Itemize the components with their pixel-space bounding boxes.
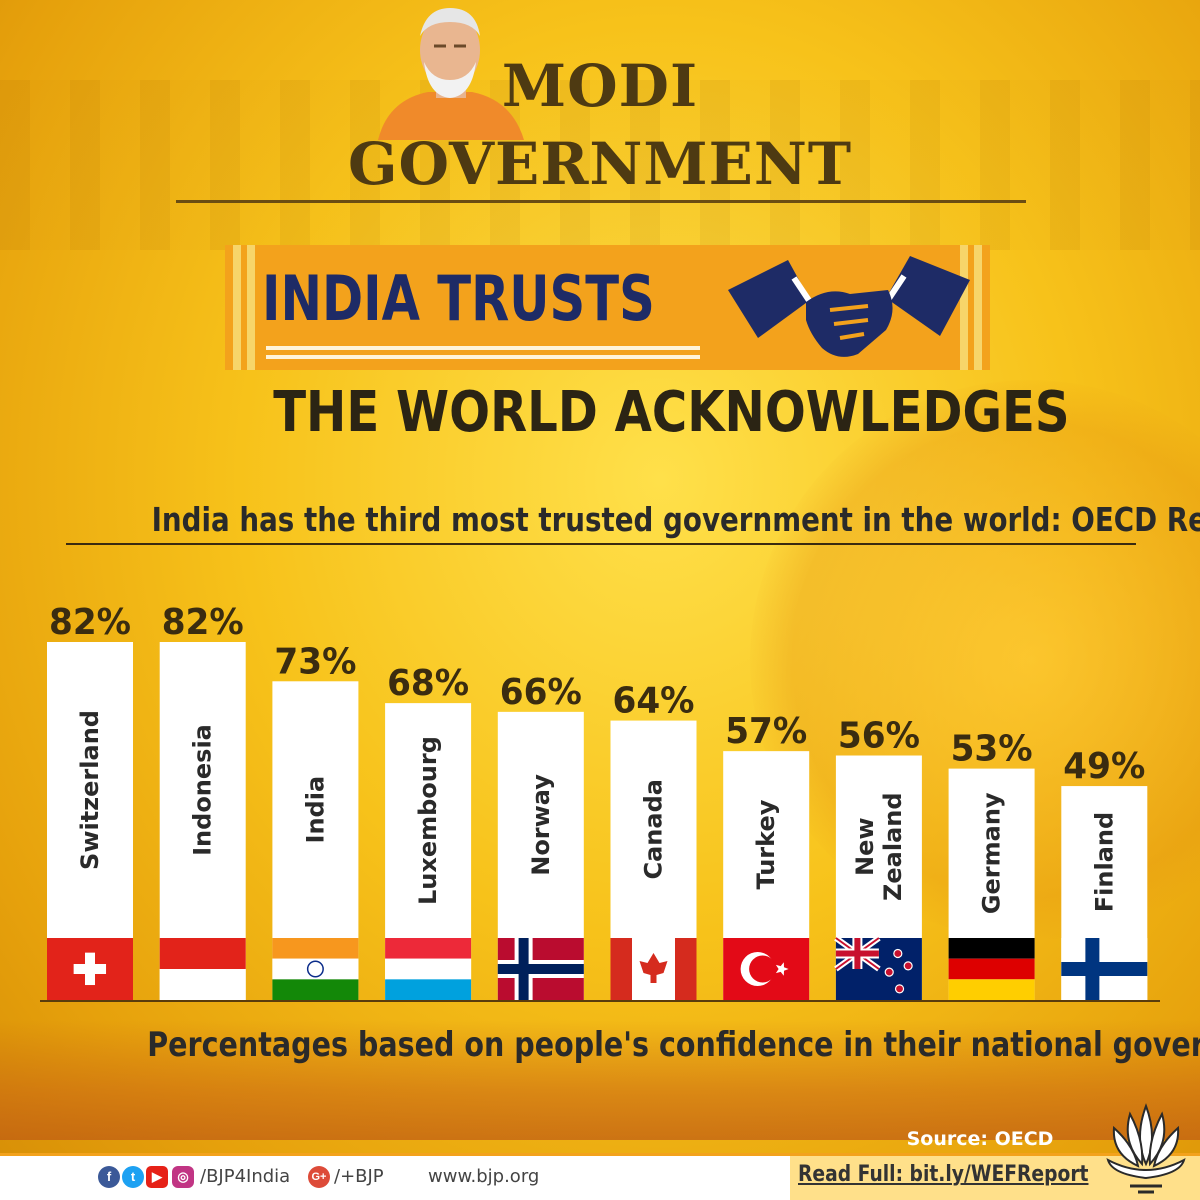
- svg-text:Norway: Norway: [527, 774, 555, 876]
- value-label-luxembourg: 68%: [387, 663, 469, 704]
- handshake-icon: [728, 256, 970, 357]
- svg-text:India: India: [301, 776, 329, 844]
- banner-underline: [266, 355, 700, 359]
- source-label: Source: OECD: [906, 1128, 1054, 1150]
- footer-divider: [0, 1153, 1200, 1156]
- value-label-canada: 64%: [613, 681, 695, 722]
- bar-chart: 82% Switzerland 82% Indonesia 73% India 68% Lux…: [40, 602, 1160, 1002]
- chart-caption: Percentages based on people's confidence…: [147, 1025, 1200, 1065]
- svg-text:Indonesia: Indonesia: [189, 724, 217, 856]
- flag-india-icon: [272, 938, 359, 1000]
- lotus-logo: [1106, 1103, 1186, 1194]
- gplus-handle[interactable]: /+BJP: [334, 1166, 384, 1187]
- category-label-canada: Canada: [640, 779, 668, 879]
- banner-title: INDIA TRUSTS: [262, 262, 655, 335]
- value-label-finland: 49%: [1063, 746, 1145, 787]
- svg-text:NewZealand: NewZealand: [851, 792, 907, 901]
- flag-germany-icon: [948, 938, 1035, 1000]
- value-label-norway: 66%: [500, 672, 582, 713]
- category-label-finland: Finland: [1090, 812, 1118, 912]
- flag-finland-icon: [1061, 938, 1148, 1000]
- value-label-switzerland: 82%: [49, 602, 131, 643]
- youtube-icon[interactable]: ▶: [146, 1166, 168, 1188]
- category-label-switzerland: Switzerland: [76, 710, 104, 870]
- value-label-new-zealand: 56%: [838, 716, 920, 757]
- flag-switzerland-icon: [47, 938, 133, 1000]
- category-label-turkey: Turkey: [752, 799, 780, 889]
- svg-text:Canada: Canada: [640, 779, 668, 879]
- value-label-india: 73%: [274, 641, 356, 682]
- value-label-germany: 53%: [951, 729, 1033, 770]
- category-label-india: India: [301, 776, 329, 844]
- svg-text:Switzerland: Switzerland: [76, 710, 104, 870]
- title-modi: MODI: [501, 52, 699, 120]
- flag-canada-icon: [610, 938, 697, 1000]
- instagram-icon[interactable]: ◎: [172, 1166, 194, 1188]
- banner-strip: [233, 245, 241, 370]
- category-label-norway: Norway: [527, 774, 555, 876]
- banner-underline: [266, 346, 700, 350]
- leader-portrait: [378, 8, 524, 140]
- banner-strip: [247, 245, 255, 370]
- value-label-turkey: 57%: [725, 711, 807, 752]
- svg-text:Finland: Finland: [1090, 812, 1118, 912]
- svg-text:Turkey: Turkey: [752, 799, 780, 889]
- google-plus-icon[interactable]: G+: [308, 1166, 330, 1188]
- svg-text:Germany: Germany: [978, 792, 1006, 914]
- twitter-icon[interactable]: t: [122, 1166, 144, 1188]
- tagline: THE WORLD ACKNOWLEDGES: [273, 380, 1070, 445]
- flag-indonesia-icon: [159, 938, 246, 1000]
- title-underline: [66, 543, 1136, 545]
- banner-strip: [960, 245, 968, 370]
- flag-luxembourg-icon: [385, 938, 472, 1000]
- flag-norway-icon: [497, 938, 584, 1000]
- website-link[interactable]: www.bjp.org: [428, 1166, 540, 1187]
- category-label-new-zealand: NewZealand: [851, 792, 907, 901]
- social-handle[interactable]: /BJP4India: [200, 1166, 291, 1187]
- flag-turkey-icon: [723, 938, 810, 1000]
- background-crowd-silhouette: [0, 1020, 1200, 1140]
- read-full-link[interactable]: Read Full: bit.ly/WEFReport: [798, 1162, 1089, 1187]
- background-crowd: [0, 80, 1200, 250]
- title-divider: [176, 200, 1026, 203]
- facebook-icon[interactable]: f: [98, 1166, 120, 1188]
- category-label-indonesia: Indonesia: [189, 724, 217, 856]
- category-label-germany: Germany: [978, 792, 1006, 914]
- banner-strip: [974, 245, 982, 370]
- title-government: GOVERNMENT: [347, 130, 853, 198]
- chart-title: India has the third most trusted governm…: [151, 500, 1200, 539]
- value-label-indonesia: 82%: [162, 602, 244, 643]
- category-label-luxembourg: Luxembourg: [414, 736, 442, 905]
- svg-text:Luxembourg: Luxembourg: [414, 736, 442, 905]
- flag-new-zealand-icon: [834, 935, 922, 1000]
